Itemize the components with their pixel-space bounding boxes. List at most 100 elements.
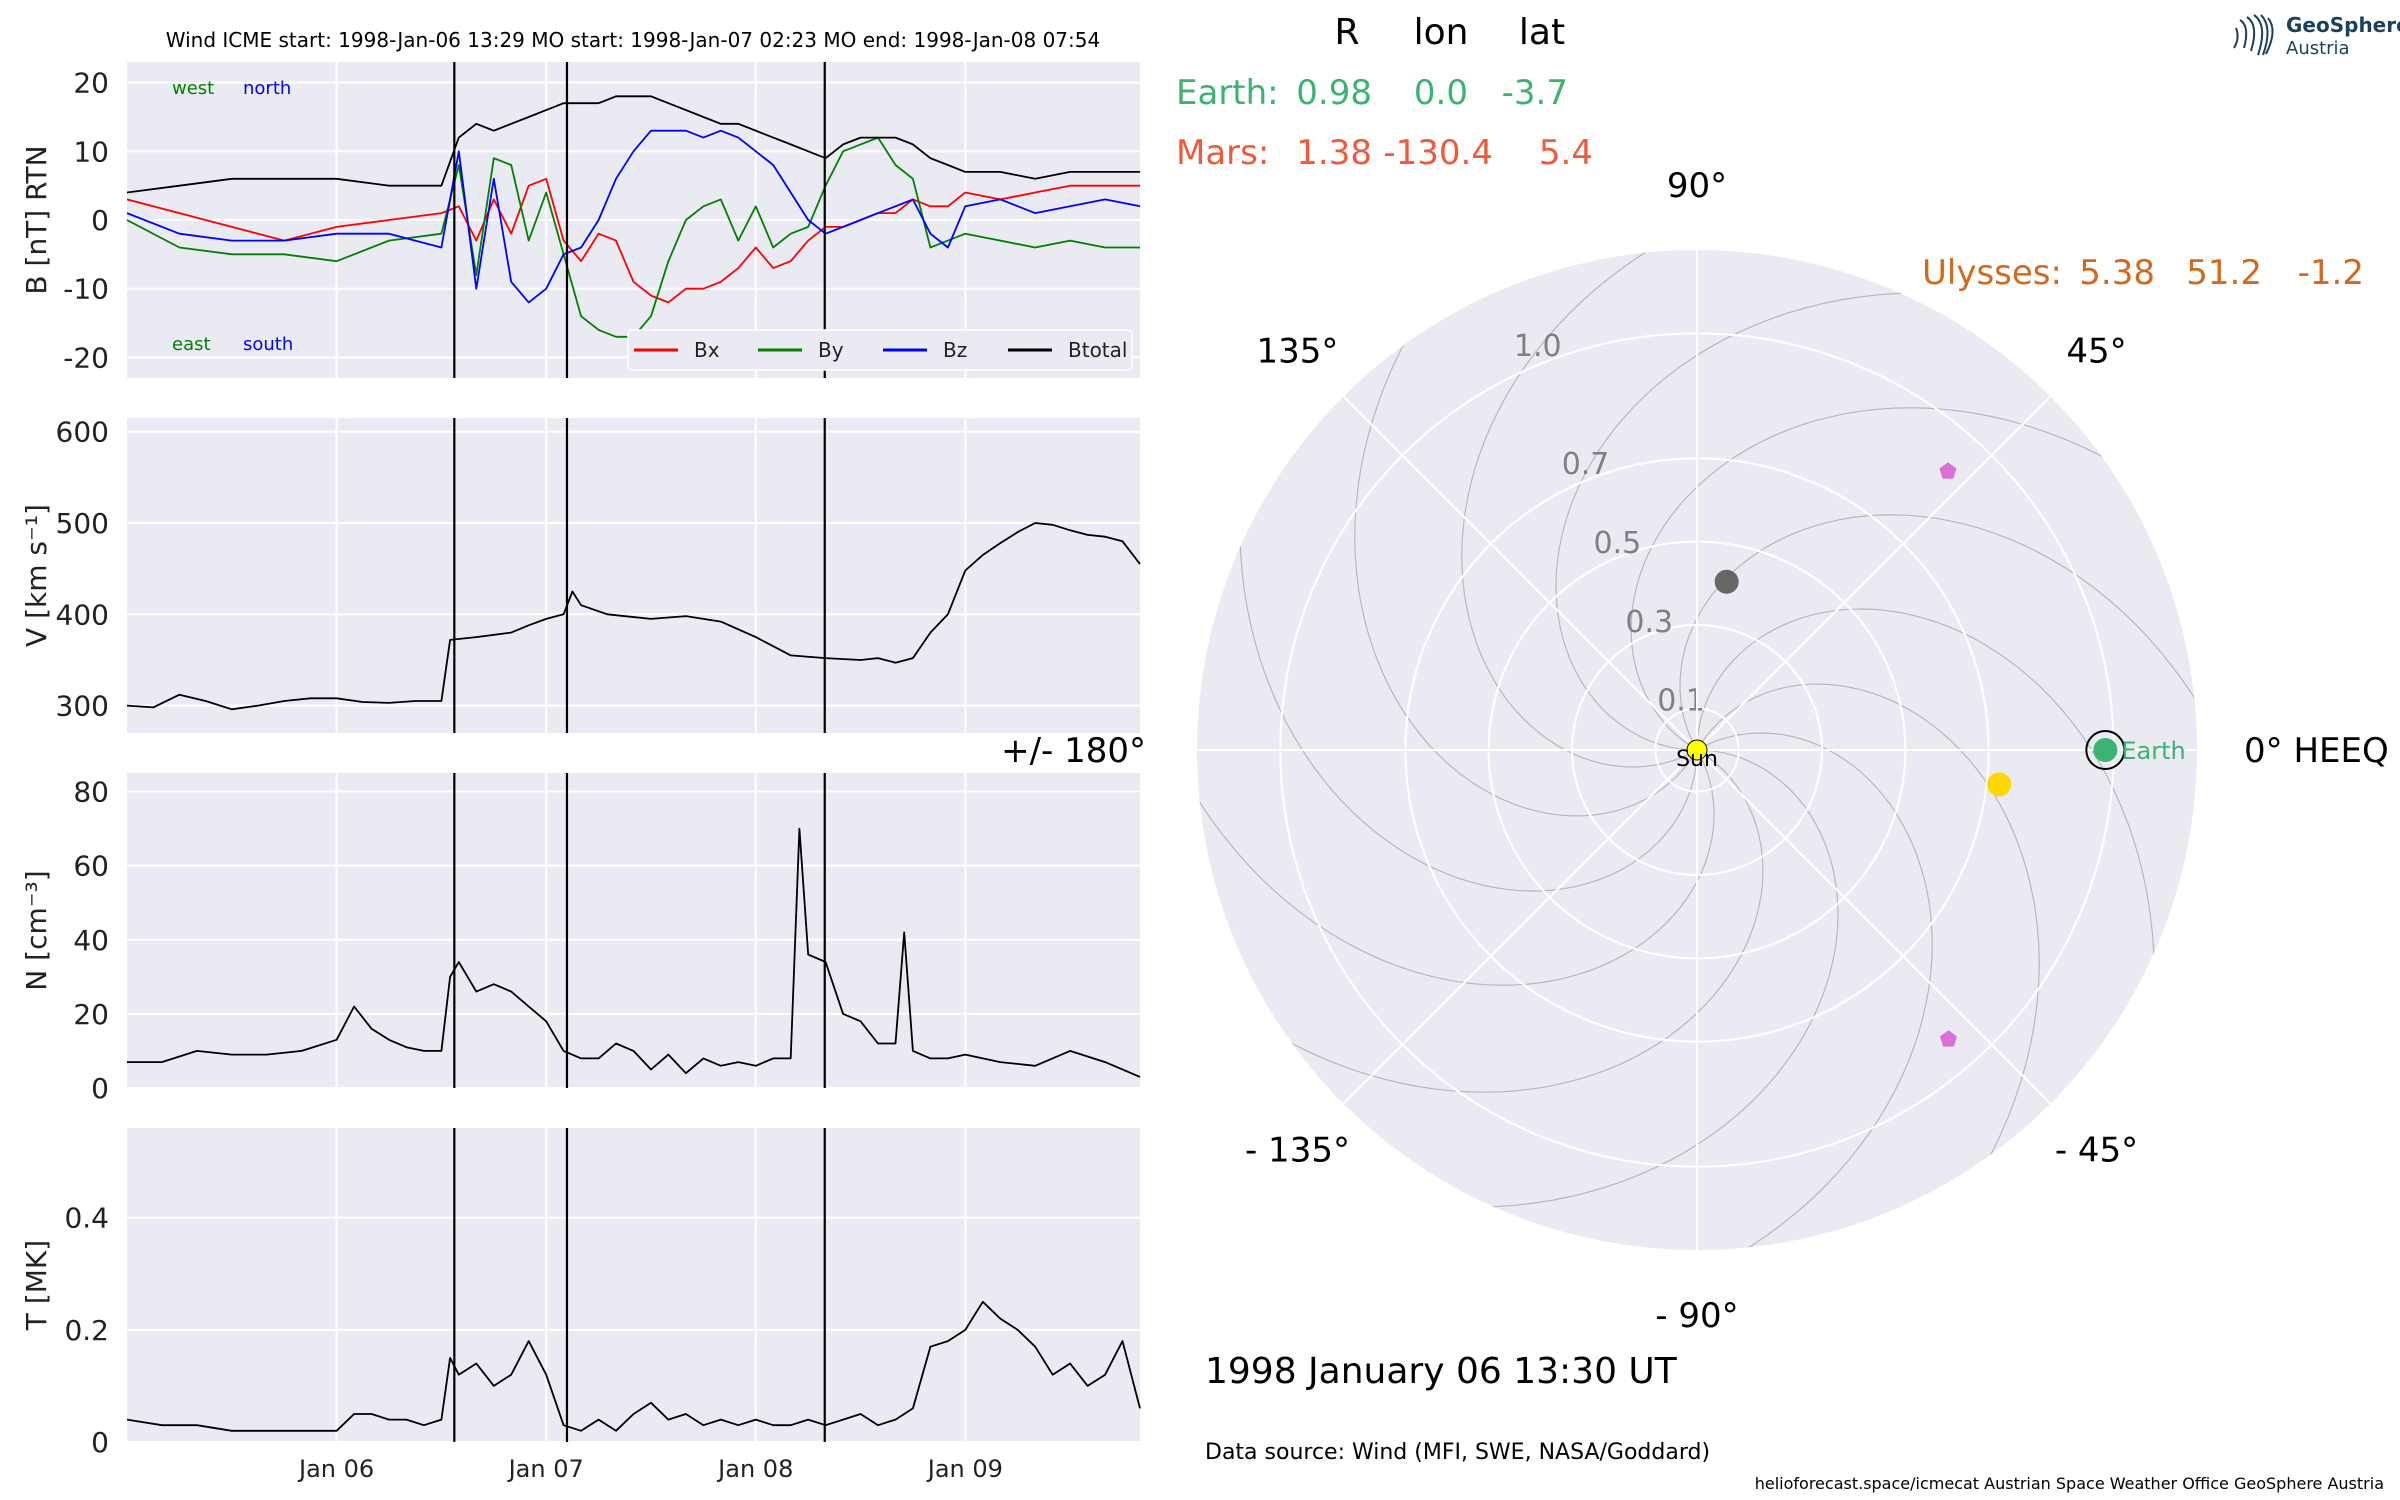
y-tick-label: -10 <box>63 273 109 306</box>
x-tick-label: Jan 06 <box>297 1455 374 1483</box>
row-mars-name: Mars: <box>1176 133 1269 173</box>
panel-n: 0 20 40 60 80 N [cm⁻³] <box>20 773 1141 1105</box>
angle-label: +/- 180° <box>1001 731 1146 771</box>
geosphere-logo: GeoSphere Austria <box>2233 13 2400 59</box>
row-ulysses-r: 5.38 <box>2079 253 2155 293</box>
y-tick-label: 600 <box>56 416 109 449</box>
body-label-earth: Earth <box>2121 737 2185 765</box>
credits-label: helioforecast.space/icmecat Austrian Spa… <box>1755 1474 2384 1493</box>
angle-label: - 90° <box>1655 1296 1738 1336</box>
radial-tick-label: 0.5 <box>1594 526 1642 561</box>
row-mars-lon: -130.4 <box>1383 133 1493 173</box>
timeseries-title: Wind ICME start: 1998-Jan-06 13:29 MO st… <box>166 28 1100 52</box>
spiral-line <box>1696 732 1933 1250</box>
body-marker <box>1714 569 1739 594</box>
row-earth: Earth: 0.98 0.0 -3.7 <box>1176 73 1568 113</box>
row-ulysses: Ulysses: 5.38 51.2 -1.2 <box>1922 253 2364 293</box>
plot-background <box>127 1128 1140 1442</box>
body-marker-pentagon <box>1939 462 1957 479</box>
y-tick-label: -20 <box>63 341 109 374</box>
panel-t: 0 0.2 0.4 T [MK] <box>20 1128 1141 1459</box>
y-tick-label: 40 <box>73 924 109 957</box>
body-label-sun: Sun <box>1676 747 1718 772</box>
legend-box <box>627 329 1133 371</box>
body-marker-pentagon <box>1939 1030 1957 1047</box>
row-earth-lat: -3.7 <box>1502 73 1568 113</box>
legend-label-bz: Bz <box>943 338 967 362</box>
row-earth-lon: 0.0 <box>1414 73 1468 113</box>
y-tick-label: 0 <box>91 1426 109 1459</box>
col-header-lon: lon <box>1414 12 1469 53</box>
angle-label: 45° <box>2066 331 2126 371</box>
row-earth-name: Earth: <box>1176 73 1279 113</box>
y-axis-label: V [km s⁻¹] <box>20 504 53 647</box>
x-tick-label: Jan 08 <box>716 1455 793 1483</box>
earth-ring <box>2085 730 2126 770</box>
y-axis-label: T [MK] <box>20 1240 53 1331</box>
annotation-west: west <box>172 78 214 99</box>
series-n <box>127 827 1141 1078</box>
col-header-r: R <box>1334 12 1359 53</box>
panel-v: 300 400 500 600 V [km s⁻¹] <box>20 416 1141 733</box>
spiral-line <box>1197 749 1715 986</box>
y-tick-label: 10 <box>73 135 109 168</box>
annotation-south: south <box>243 334 293 355</box>
spiral-line <box>1239 489 1698 892</box>
plot-background <box>127 418 1140 733</box>
spiral-lines <box>1197 250 2197 1250</box>
plot-background <box>127 773 1140 1088</box>
y-tick-label: 0 <box>91 204 109 237</box>
series-btotal <box>126 95 1140 194</box>
spiral-line <box>1436 749 1839 1208</box>
y-tick-label: 80 <box>73 776 109 809</box>
y-tick-label: 400 <box>56 598 109 631</box>
radial-tick-label: 0.3 <box>1625 605 1673 640</box>
series-bz <box>126 129 1141 304</box>
col-header-lat: lat <box>1519 12 1565 53</box>
angle-label: 135° <box>1257 331 1339 371</box>
legend-label-by: By <box>818 338 844 362</box>
angle-label: - 135° <box>1245 1131 1350 1171</box>
angle-label: 0° HEEQ <box>2244 731 2389 771</box>
y-tick-label: 0 <box>91 1072 109 1105</box>
series-t <box>126 1300 1141 1432</box>
body-marker-sun <box>1686 739 1708 761</box>
annotation-east: east <box>172 334 211 355</box>
row-earth-r: 0.98 <box>1296 73 1372 113</box>
angular-grid-line <box>1342 395 1698 751</box>
row-ulysses-lat: -1.2 <box>2298 253 2364 293</box>
angle-label: - 45° <box>2055 1131 2138 1171</box>
radial-tick-label: 1.0 <box>1514 329 1562 364</box>
row-mars: Mars: 1.38 -130.4 5.4 <box>1176 133 1593 173</box>
angular-grid-line <box>1342 749 1698 1105</box>
y-axis-label: N [cm⁻³] <box>20 870 53 990</box>
y-tick-label: 500 <box>56 507 109 540</box>
series-by <box>126 136 1140 338</box>
series-v <box>126 522 1141 711</box>
y-tick-label: 0.4 <box>64 1202 109 1235</box>
row-ulysses-lon: 51.2 <box>2186 253 2262 293</box>
logo-line2: Austria <box>2286 38 2350 59</box>
row-ulysses-name: Ulysses: <box>1922 253 2062 293</box>
body-marker-earth <box>2093 738 2118 762</box>
data-source-label: Data source: Wind (MFI, SWE, NASA/Goddar… <box>1205 1440 1710 1465</box>
spiral-line <box>1555 292 1958 751</box>
angle-label: 90° <box>1667 166 1727 206</box>
row-mars-lat: 5.4 <box>1539 133 1593 173</box>
panel-b: -20 -10 0 10 20 B [nT] RTN west north east south B… <box>20 62 1141 378</box>
positions-table: R lon lat Earth: 0.98 0.0 -3.7 Mars: 1.3… <box>1176 12 2364 293</box>
logo-swirl-icon <box>2233 14 2274 56</box>
polar-map: 0.10.30.50.71.090°45°0° HEEQ- 45°- 90°- … <box>1001 166 2389 1336</box>
y-axis-label: B [nT] RTN <box>20 145 53 294</box>
spiral-line <box>1461 250 1698 768</box>
legend-label-bx: Bx <box>694 338 720 362</box>
spiral-line <box>1696 608 2155 1011</box>
row-mars-r: 1.38 <box>1296 133 1372 173</box>
y-tick-label: 20 <box>73 998 109 1031</box>
y-tick-label: 20 <box>73 67 109 100</box>
x-axis: Jan 06 Jan 07 Jan 08 Jan 09 <box>297 1455 1003 1483</box>
radial-tick-label: 0.7 <box>1562 447 1610 482</box>
x-tick-label: Jan 07 <box>507 1455 584 1483</box>
date-label: 1998 January 06 13:30 UT <box>1205 1351 1678 1392</box>
